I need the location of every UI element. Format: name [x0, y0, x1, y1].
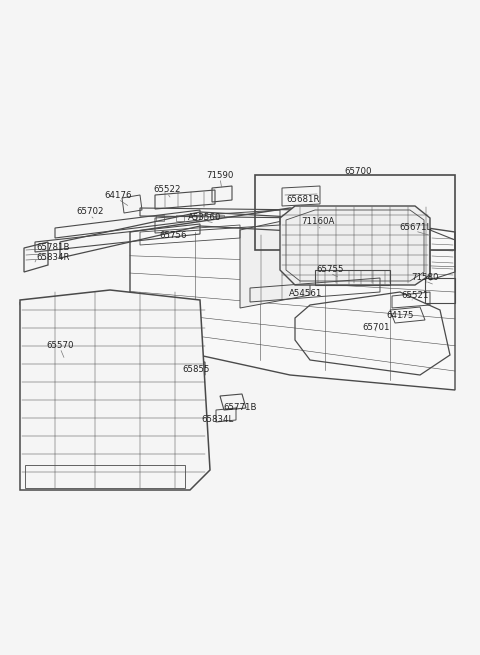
Text: 65781B: 65781B — [36, 244, 70, 252]
Bar — [196, 215, 204, 221]
Polygon shape — [20, 290, 210, 490]
Bar — [156, 215, 164, 221]
Text: 65755: 65755 — [316, 265, 344, 274]
Text: 65700: 65700 — [344, 168, 372, 176]
Polygon shape — [240, 215, 310, 308]
Text: 65671L: 65671L — [399, 223, 431, 233]
Text: 71590: 71590 — [206, 170, 234, 179]
Text: 65702: 65702 — [76, 208, 104, 217]
Text: 65521: 65521 — [401, 291, 429, 301]
Text: 64176: 64176 — [104, 191, 132, 200]
Polygon shape — [130, 208, 455, 390]
Text: 71580: 71580 — [411, 274, 439, 282]
Bar — [246, 215, 254, 221]
Text: 65522: 65522 — [153, 185, 181, 195]
Text: 65855: 65855 — [182, 365, 210, 375]
Text: 65570: 65570 — [46, 341, 74, 350]
Text: A54561: A54561 — [289, 288, 323, 297]
Bar — [176, 215, 184, 221]
Text: 65834R: 65834R — [36, 253, 70, 263]
Text: 65681R: 65681R — [286, 195, 320, 204]
Bar — [216, 215, 224, 221]
Text: 65771B: 65771B — [223, 403, 257, 413]
Text: 71160A: 71160A — [301, 217, 335, 227]
Text: 65834L: 65834L — [202, 415, 234, 424]
Text: 65701: 65701 — [362, 324, 390, 333]
Polygon shape — [280, 206, 430, 285]
Text: 65756: 65756 — [159, 231, 187, 240]
Text: A53560: A53560 — [188, 214, 222, 223]
Text: 64175: 64175 — [386, 312, 414, 320]
